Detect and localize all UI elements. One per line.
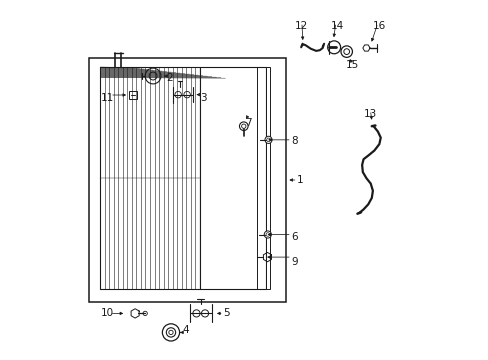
Text: 8: 8	[291, 136, 297, 145]
Text: 4: 4	[182, 325, 188, 335]
Circle shape	[239, 122, 247, 131]
Circle shape	[183, 91, 190, 98]
Circle shape	[168, 330, 173, 334]
Circle shape	[340, 46, 352, 57]
Circle shape	[192, 310, 200, 317]
Bar	[100, 67, 199, 289]
Circle shape	[175, 91, 181, 98]
Text: 12: 12	[295, 21, 308, 31]
Text: 16: 16	[371, 21, 385, 31]
Circle shape	[201, 310, 208, 317]
Text: 1: 1	[296, 175, 303, 185]
Circle shape	[343, 49, 349, 54]
Circle shape	[142, 311, 147, 316]
Circle shape	[264, 231, 271, 238]
Bar	[88, 58, 285, 302]
Circle shape	[327, 41, 340, 54]
Bar	[265, 67, 270, 289]
Bar	[129, 91, 137, 99]
Text: 5: 5	[223, 308, 229, 318]
Text: 14: 14	[330, 21, 344, 31]
Text: 3: 3	[200, 93, 206, 103]
Text: 2: 2	[165, 73, 172, 83]
Text: 10: 10	[101, 308, 114, 318]
Circle shape	[149, 72, 157, 80]
Circle shape	[264, 136, 271, 143]
Bar	[199, 67, 265, 289]
Circle shape	[241, 124, 245, 129]
Text: 15: 15	[345, 60, 358, 70]
Text: 13: 13	[363, 109, 376, 119]
Circle shape	[166, 328, 175, 337]
Circle shape	[266, 138, 270, 141]
Text: 6: 6	[291, 232, 297, 242]
Text: 9: 9	[291, 257, 297, 267]
Circle shape	[265, 233, 269, 236]
Circle shape	[145, 68, 161, 84]
Text: 11: 11	[101, 93, 114, 103]
Circle shape	[162, 324, 179, 341]
Text: 7: 7	[244, 118, 251, 128]
